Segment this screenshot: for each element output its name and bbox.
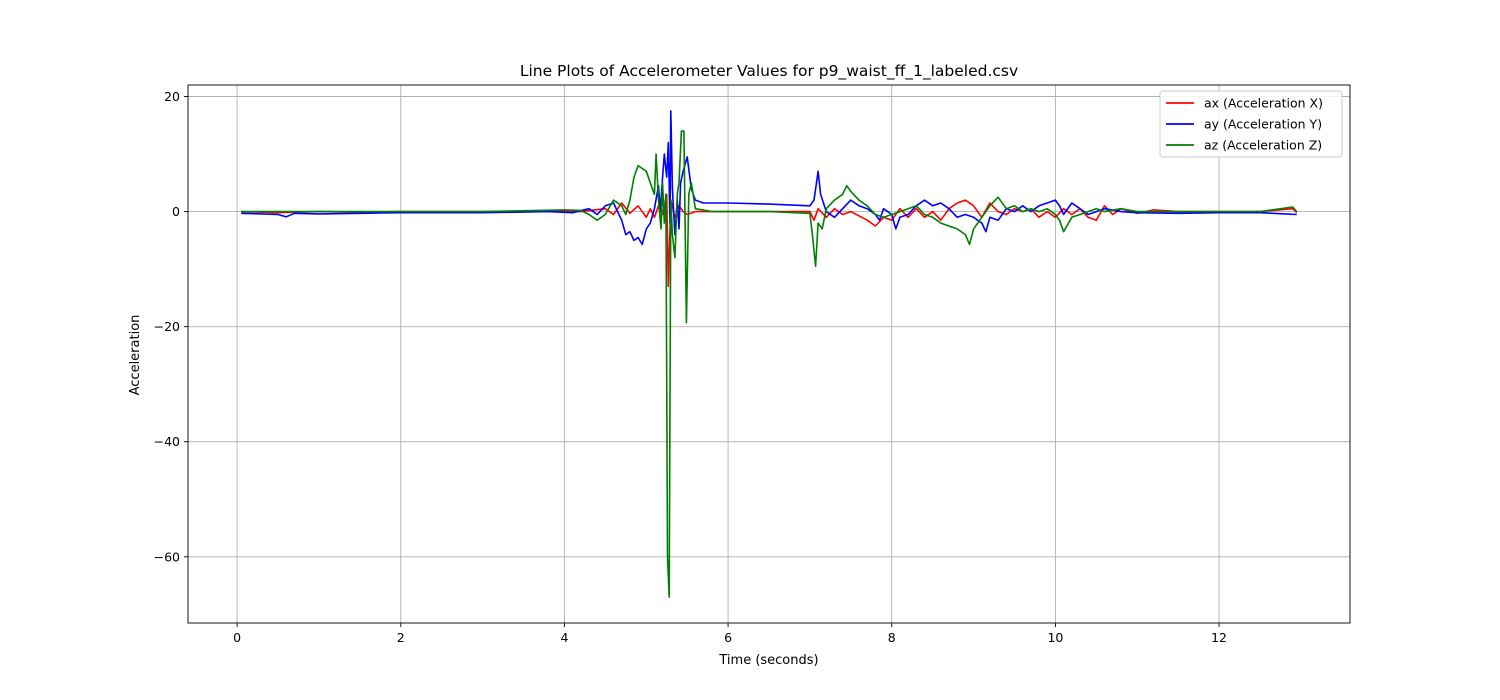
y-tick-label: −60 (154, 549, 180, 564)
x-axis-ticks: 0 2 4 6 8 10 12 (233, 623, 1227, 645)
x-axis-title: Time (seconds) (718, 653, 818, 668)
x-tick-label: 8 (888, 630, 896, 645)
x-tick-label: 4 (560, 630, 568, 645)
legend: ax (Acceleration X) ay (Acceleration Y) az… (1159, 90, 1343, 158)
series-line-ax (241, 193, 1298, 288)
y-tick-label: 20 (164, 89, 180, 104)
grid (188, 85, 1350, 623)
y-tick-label: −40 (154, 434, 180, 449)
series-line-az (241, 130, 1298, 598)
x-tick-label: 12 (1211, 630, 1227, 645)
axes (187, 84, 1351, 624)
y-axis-title: Acceleration (128, 315, 143, 396)
plot-area (241, 110, 1298, 598)
y-tick-label: −20 (154, 319, 180, 334)
legend-box (1159, 90, 1343, 158)
x-tick-label: 6 (724, 630, 732, 645)
legend-label: ax (Acceleration X) (1204, 96, 1323, 111)
chart-title: Line Plots of Accelerometer Values for p… (520, 62, 1018, 81)
x-tick-label: 10 (1047, 630, 1063, 645)
series-line-ay (241, 110, 1297, 246)
legend-label: az (Acceleration Z) (1204, 138, 1322, 153)
legend-label: ay (Acceleration Y) (1204, 117, 1322, 132)
x-tick-label: 0 (233, 630, 241, 645)
y-tick-label: 0 (172, 204, 180, 219)
x-tick-label: 2 (397, 630, 405, 645)
y-axis-ticks: −60 −40 −20 0 20 (154, 89, 188, 564)
plot-frame (187, 84, 1351, 624)
